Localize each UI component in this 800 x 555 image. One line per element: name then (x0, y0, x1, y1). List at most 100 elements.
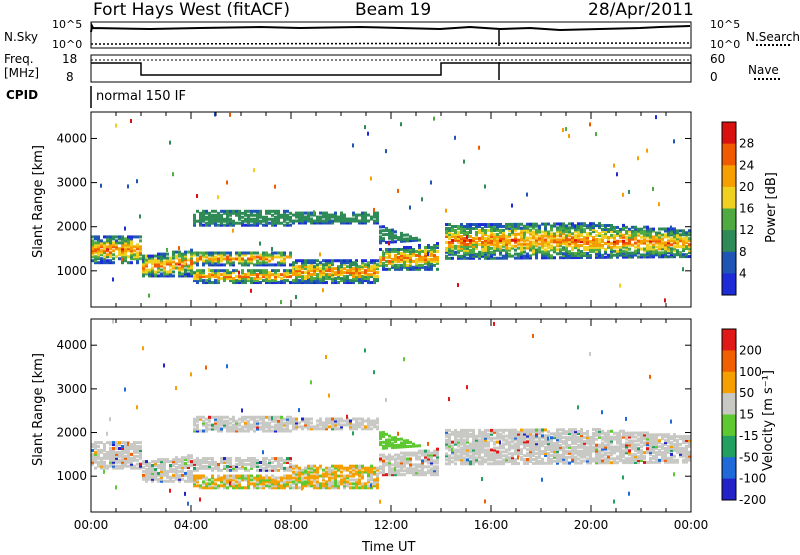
range-cell (454, 245, 457, 248)
range-cell (136, 243, 139, 246)
range-cell (241, 216, 244, 219)
range-cell (196, 475, 199, 478)
range-cell (223, 465, 226, 468)
range-cell (433, 450, 436, 453)
range-cell (379, 225, 382, 228)
range-cell (253, 252, 256, 255)
range-cell (541, 440, 544, 443)
range-cell (445, 439, 448, 442)
range-cell (97, 261, 100, 264)
range-cell (94, 451, 97, 454)
range-cell (562, 436, 565, 439)
range-cell (286, 467, 289, 470)
range-cell (418, 463, 421, 466)
range-cell (406, 467, 409, 470)
range-cell (673, 253, 676, 256)
range-cell (400, 452, 403, 455)
range-cell (553, 460, 556, 463)
range-cell (265, 422, 268, 425)
range-cell (481, 431, 484, 434)
range-cell (523, 247, 526, 250)
range-cell (325, 281, 328, 284)
range-cell (511, 444, 514, 447)
range-cell (265, 269, 268, 272)
range-cell (193, 271, 196, 274)
range-cell (280, 214, 283, 217)
range-cell (466, 243, 469, 246)
range-cell (136, 455, 139, 458)
noise-cell (613, 164, 615, 168)
noise-cell (205, 366, 207, 370)
range-cell (373, 471, 376, 474)
range-cell (214, 461, 217, 464)
range-cell (163, 253, 166, 256)
range-cell (271, 269, 274, 272)
range-cell (100, 449, 103, 452)
noise-cell (175, 386, 177, 390)
range-cell (466, 231, 469, 234)
range-cell (469, 433, 472, 436)
range-cell (130, 235, 133, 238)
range-cell (487, 229, 490, 232)
range-cell (283, 224, 286, 227)
range-cell (544, 446, 547, 449)
range-cell (196, 416, 199, 419)
range-cell (271, 279, 274, 282)
range-cell (148, 255, 151, 258)
range-cell (370, 419, 373, 422)
range-cell (595, 230, 598, 233)
range-cell (193, 261, 196, 264)
range-cell (286, 255, 289, 258)
range-cell (367, 467, 370, 470)
range-cell (325, 471, 328, 474)
range-cell (235, 279, 238, 282)
range-cell (409, 457, 412, 460)
range-cell (247, 475, 250, 478)
range-cell (523, 225, 526, 228)
noise-cell (517, 456, 519, 460)
range-cell (622, 224, 625, 227)
range-cell (487, 433, 490, 436)
range-cell (280, 463, 283, 466)
noise-cell (298, 408, 300, 412)
range-cell (436, 256, 439, 259)
range-cell (313, 475, 316, 478)
range-cell (496, 441, 499, 444)
range-cell (277, 457, 280, 460)
range-cell (211, 467, 214, 470)
range-cell (322, 473, 325, 476)
range-cell (505, 235, 508, 238)
range-cell (376, 275, 379, 278)
range-cell (535, 223, 538, 226)
range-cell (223, 457, 226, 460)
range-cell (247, 463, 250, 466)
range-cell (223, 263, 226, 266)
range-cell (340, 465, 343, 468)
range-cell (541, 428, 544, 431)
power-panel-frame (91, 112, 691, 307)
range-cell (310, 425, 313, 428)
range-cell (406, 439, 409, 442)
range-cell (268, 459, 271, 462)
range-cell (178, 474, 181, 477)
range-cell (280, 476, 283, 479)
range-cell (568, 226, 571, 229)
range-cell (271, 263, 274, 266)
range-cell (385, 264, 388, 267)
noise-cell (562, 128, 564, 132)
range-cell (271, 214, 274, 217)
range-cell (382, 262, 385, 265)
range-cell (289, 269, 292, 272)
range-cell (289, 430, 292, 433)
noise-cell (511, 204, 513, 208)
range-cell (118, 257, 121, 260)
range-cell (433, 254, 436, 257)
range-cell (163, 261, 166, 264)
range-cell (202, 486, 205, 489)
range-cell (157, 464, 160, 467)
range-cell (319, 418, 322, 421)
noise-cell (427, 252, 429, 256)
range-cell (403, 452, 406, 455)
range-cell (613, 250, 616, 253)
range-cell (202, 465, 205, 468)
